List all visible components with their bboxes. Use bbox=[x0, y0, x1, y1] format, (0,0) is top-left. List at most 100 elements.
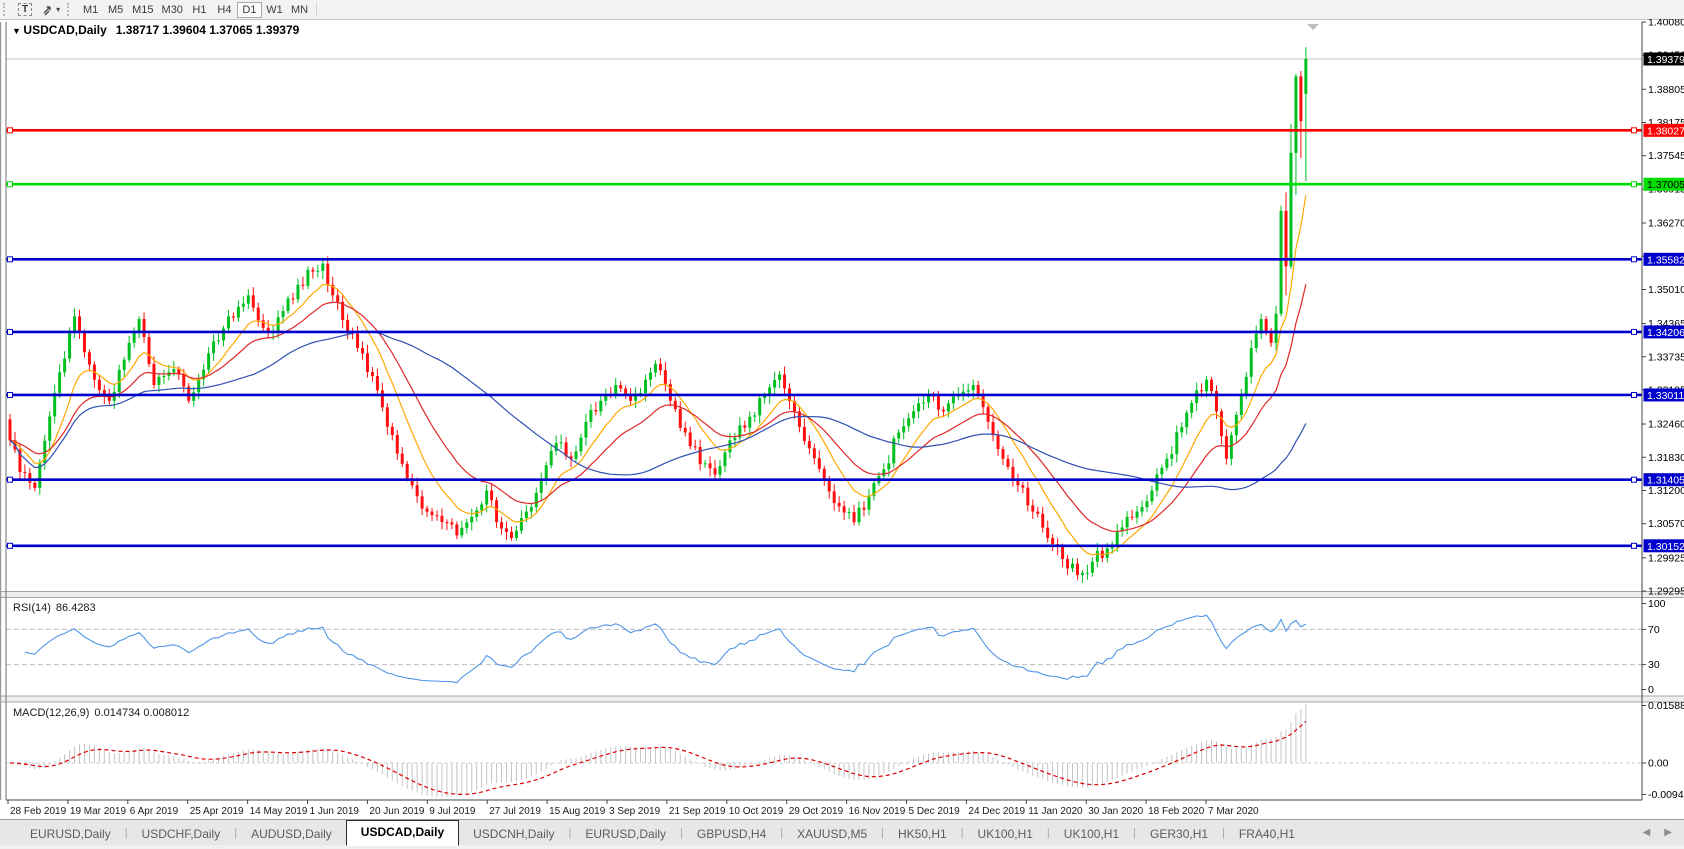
candle-body bbox=[301, 284, 305, 286]
hline-handle[interactable] bbox=[1631, 476, 1637, 483]
candle-body bbox=[58, 372, 62, 393]
collapse-triangle-icon[interactable]: ▼ bbox=[12, 26, 23, 36]
hline-handle[interactable] bbox=[7, 181, 13, 188]
hline-handle[interactable] bbox=[1631, 256, 1637, 263]
panel-separator[interactable] bbox=[0, 591, 1684, 598]
date-label: 27 Jul 2019 bbox=[489, 806, 541, 817]
toolbar-grip-2[interactable] bbox=[67, 3, 73, 16]
candle-body bbox=[589, 410, 593, 422]
tabs-scroll-left-icon[interactable]: ◀ bbox=[1642, 827, 1651, 838]
candle-body bbox=[1170, 454, 1174, 459]
timeframe-mn[interactable]: MN bbox=[287, 2, 312, 18]
hline-price-badge bbox=[1643, 388, 1684, 402]
candle-body bbox=[43, 440, 47, 464]
current-price-badge-text: 1.39379 bbox=[1647, 54, 1684, 66]
chart-tab-eurusd-daily[interactable]: EURUSD,Daily bbox=[585, 827, 667, 841]
chart-tab-usdcad-daily[interactable]: USDCAD,Daily bbox=[345, 820, 460, 846]
arrows-icon bbox=[43, 5, 51, 15]
hline-handle[interactable] bbox=[7, 328, 13, 335]
candle-body bbox=[688, 432, 692, 447]
toolbar-grip[interactable] bbox=[3, 3, 9, 16]
tabs-scroll-right-icon[interactable]: ▶ bbox=[1664, 827, 1672, 838]
candle-body bbox=[1006, 458, 1010, 467]
arrows-tool-button[interactable]: ▾ bbox=[36, 2, 64, 18]
toolbar-separator bbox=[316, 2, 318, 17]
hline-handle[interactable] bbox=[7, 127, 13, 134]
timeframe-h4[interactable]: H4 bbox=[212, 2, 237, 18]
tab-divider: | bbox=[1133, 826, 1137, 839]
chart-tab-hk50-h1[interactable]: HK50,H1 bbox=[897, 827, 947, 841]
chart-tab-fra40-h1[interactable]: FRA40,H1 bbox=[1238, 827, 1295, 841]
timeframe-m15[interactable]: M15 bbox=[128, 2, 157, 18]
chart-tab-usdcnh-daily[interactable]: USDCNH,Daily bbox=[473, 827, 555, 841]
candle-body bbox=[241, 303, 245, 307]
hline-price-badge bbox=[1643, 473, 1684, 487]
candle-body bbox=[87, 352, 91, 365]
candle-body bbox=[797, 411, 801, 427]
chart-tab-usdchf-daily[interactable]: USDCHF,Daily bbox=[141, 827, 221, 841]
candle-body bbox=[1140, 507, 1144, 512]
candle-body bbox=[122, 359, 126, 370]
candle-body bbox=[1135, 511, 1139, 518]
hline-handle[interactable] bbox=[1631, 181, 1637, 188]
chart-tab-gbpusd-h4[interactable]: GBPUSD,H4 bbox=[696, 827, 767, 841]
candle-body bbox=[1299, 76, 1303, 122]
hline-handle[interactable] bbox=[1631, 391, 1637, 398]
timeframe-m5[interactable]: M5 bbox=[103, 2, 128, 18]
panel-separator[interactable] bbox=[0, 696, 1684, 702]
hline-handle[interactable] bbox=[7, 476, 13, 483]
candle-body bbox=[415, 485, 419, 497]
hline-price-badge bbox=[1643, 252, 1684, 266]
candle-body bbox=[395, 434, 399, 454]
candle-body bbox=[792, 401, 796, 412]
candle-body bbox=[519, 518, 523, 531]
candle-body bbox=[1269, 332, 1273, 343]
price-tick-label: 1.40080 bbox=[1648, 19, 1684, 29]
hline-handle[interactable] bbox=[1631, 542, 1637, 549]
chart-tab-audusd-daily[interactable]: AUDUSD,Daily bbox=[251, 827, 332, 841]
date-label: 6 Apr 2019 bbox=[130, 806, 179, 817]
timeframe-m30[interactable]: M30 bbox=[158, 2, 187, 18]
tab-divider: | bbox=[568, 826, 572, 839]
timeframe-w1[interactable]: W1 bbox=[262, 2, 287, 18]
chart-tab-uk100-h1[interactable]: UK100,H1 bbox=[977, 827, 1033, 841]
hline-handle[interactable] bbox=[7, 256, 13, 263]
hline-handle[interactable] bbox=[7, 542, 13, 549]
chart-canvas[interactable]: 1.400801.394501.388051.381751.375451.369… bbox=[0, 19, 1684, 819]
candle-body bbox=[594, 410, 598, 412]
timeframe-h1[interactable]: H1 bbox=[187, 2, 212, 18]
hline-handle[interactable] bbox=[1631, 328, 1637, 335]
candle-body bbox=[768, 387, 772, 396]
candle-body bbox=[614, 384, 618, 396]
chart-tab-xauusd-m5[interactable]: XAUUSD,M5 bbox=[797, 827, 868, 841]
date-label: 1 Jun 2019 bbox=[310, 806, 360, 817]
chart-tab-uk100-h1[interactable]: UK100,H1 bbox=[1063, 827, 1120, 841]
candle-body bbox=[147, 337, 151, 364]
candle-body bbox=[1224, 436, 1228, 459]
price-tick-label: 1.36270 bbox=[1648, 218, 1684, 230]
chart-shift-marker[interactable] bbox=[1307, 24, 1319, 30]
hline-handle[interactable] bbox=[1631, 127, 1637, 134]
candle-body bbox=[380, 390, 384, 408]
text-tool-button[interactable]: T bbox=[14, 2, 36, 17]
hline-handle[interactable] bbox=[7, 391, 13, 398]
candle-body bbox=[584, 421, 588, 438]
candle-body bbox=[251, 295, 255, 308]
chart-tab-ger30-h1[interactable]: GER30,H1 bbox=[1150, 827, 1209, 841]
candle-body bbox=[450, 522, 454, 525]
candle-body bbox=[961, 391, 965, 396]
candle-body bbox=[976, 384, 980, 395]
chart-title: ▼ USDCAD,Daily 1.38717 1.39604 1.37065 1.… bbox=[12, 23, 300, 37]
price-tick-label: 1.33735 bbox=[1648, 351, 1684, 363]
timeframe-m1[interactable]: M1 bbox=[78, 2, 103, 18]
candle-body bbox=[370, 372, 374, 377]
candle-body bbox=[1294, 76, 1298, 153]
chart-tab-eurusd-daily[interactable]: EURUSD,Daily bbox=[30, 827, 111, 841]
candle-body bbox=[529, 507, 533, 512]
candle-body bbox=[951, 396, 955, 404]
timeframe-d1[interactable]: D1 bbox=[236, 1, 262, 18]
price-tick-label: 1.29925 bbox=[1648, 552, 1684, 564]
candle-body bbox=[400, 453, 404, 464]
candle-body bbox=[1080, 572, 1084, 575]
candle-body bbox=[460, 527, 464, 536]
